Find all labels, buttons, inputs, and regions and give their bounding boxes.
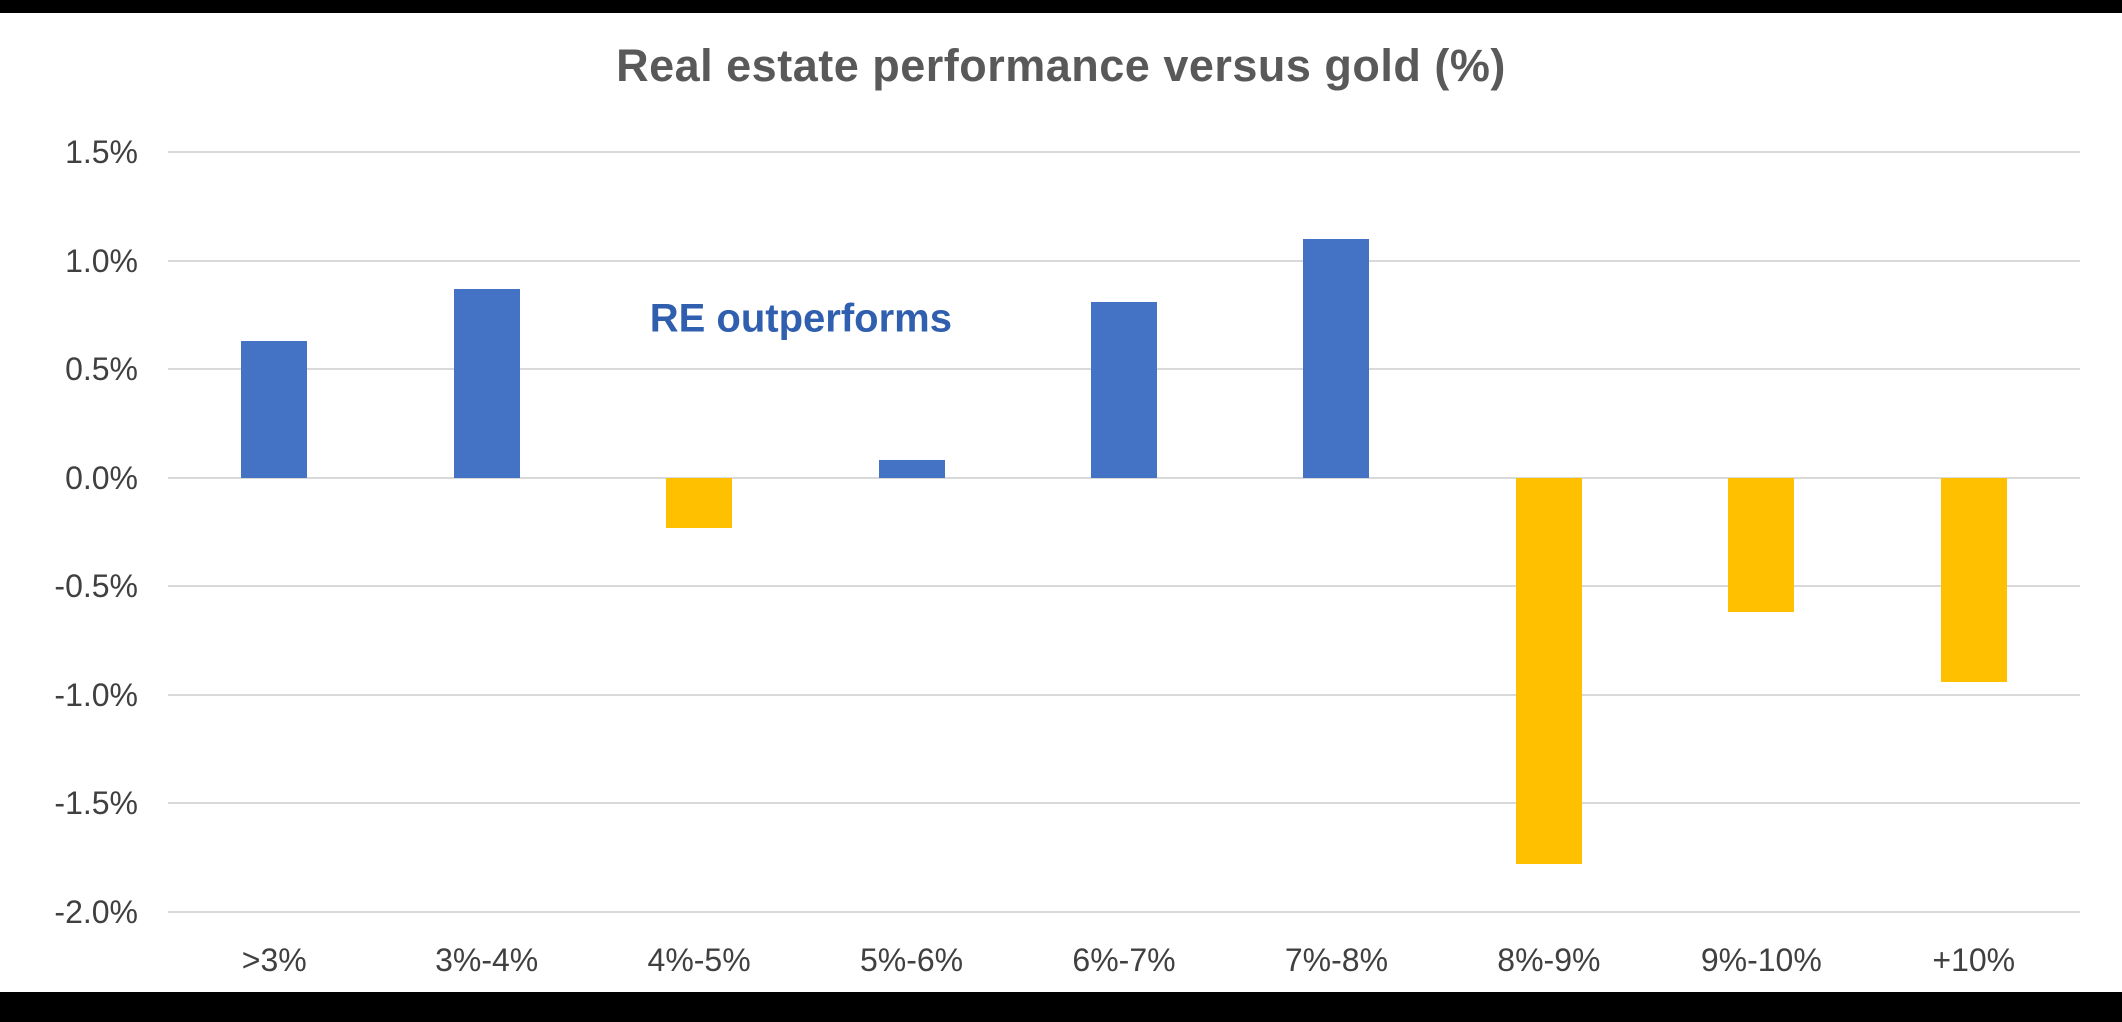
bar-+10% — [1940, 477, 2007, 682]
x-tick-label: 8%-9% — [1497, 942, 1601, 978]
x-axis-labels: >3% 3%-4% 4%-5% 5%-6% 6%-7% 7%-8% 8%-9% 9%-10% +… — [168, 912, 2080, 982]
gridline — [168, 802, 2080, 805]
bar-7%-8% — [1303, 238, 1370, 478]
bars-layer — [168, 152, 2080, 912]
chart-title: Real estate performance versus gold (%) — [616, 40, 1506, 91]
x-tick-label: 7%-8% — [1284, 942, 1389, 978]
gridline — [168, 585, 2080, 588]
bar-9%-10% — [1728, 477, 1795, 613]
y-tick-label: 0.0% — [65, 459, 138, 496]
gridline — [168, 151, 2080, 153]
y-tick-label: -1.0% — [54, 676, 138, 713]
x-tick-label: 6%-7% — [1072, 942, 1176, 978]
bar-3%-4% — [453, 288, 520, 478]
x-tick-label: 9%-10% — [1700, 942, 1822, 978]
bar-6%-7% — [1091, 301, 1157, 478]
x-tick-label: >3% — [241, 942, 307, 978]
gridline — [168, 693, 2080, 696]
gridline — [168, 476, 2080, 479]
y-tick-label: -0.5% — [54, 568, 138, 605]
bottom-border — [0, 992, 2122, 1022]
top-border — [0, 0, 2122, 13]
y-tick-label: 0.5% — [65, 351, 138, 388]
plot-area: 1.5% 1.0% 0.5% 0.0% -0.5% -1.0% -1.5% -2.0% >3%… — [54, 134, 2080, 978]
gridline — [168, 911, 2080, 913]
y-tick-label: 1.5% — [65, 134, 138, 170]
y-tick-label: -2.0% — [54, 894, 138, 930]
bar-4%-5% — [666, 477, 733, 528]
y-tick-label: -1.5% — [54, 785, 138, 822]
x-tick-label: 5%-6% — [859, 942, 964, 978]
x-tick-label: 3%-4% — [435, 942, 539, 978]
bar-8%-9% — [1515, 477, 1582, 865]
x-tick-label: 4%-5% — [647, 942, 751, 978]
x-tick-label: +10% — [1932, 942, 2016, 978]
bar-5%-6% — [878, 460, 945, 478]
y-tick-label: 1.0% — [65, 242, 138, 279]
bar->3% — [241, 340, 308, 478]
annotation-re-outperforms: RE outperforms — [649, 296, 952, 341]
gridline — [168, 259, 2080, 262]
